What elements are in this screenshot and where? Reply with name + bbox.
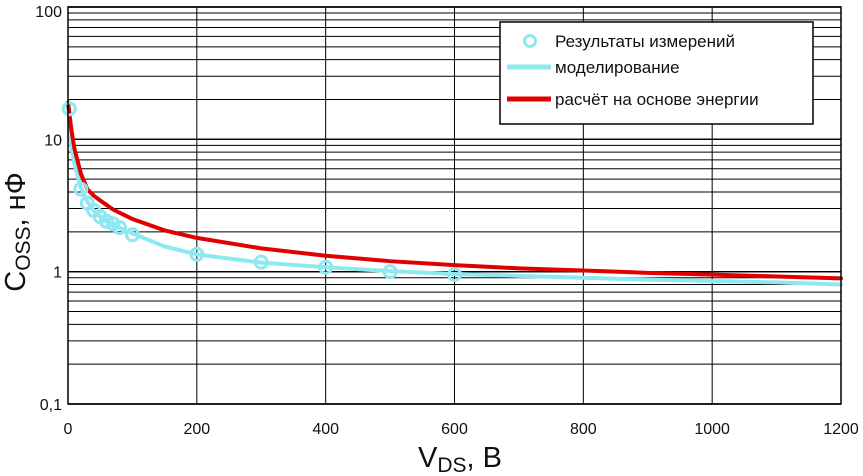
x-tick-label: 0: [64, 421, 73, 438]
y-axis-title: COSS, нФ: [0, 172, 35, 292]
plot-border: [67, 6, 842, 405]
series-layer: [61, 100, 843, 287]
data-point: [112, 220, 128, 236]
x-tick-label: 1200: [823, 421, 859, 438]
legend-box: [499, 21, 814, 125]
x-axis-title: VDS, В: [418, 442, 502, 476]
y-tick-label: 0,1: [40, 397, 62, 414]
plot-frame: [67, 6, 842, 405]
x-tick-label: 200: [183, 421, 210, 438]
x-tick-label: 800: [570, 421, 597, 438]
data-point: [73, 181, 89, 197]
x-axis-title-main: V: [418, 442, 438, 474]
y-axis-title-sub: OSS: [12, 226, 35, 270]
x-tick-label: 600: [441, 421, 468, 438]
data-point: [253, 254, 269, 270]
data-point: [189, 246, 205, 262]
data-point: [447, 267, 462, 283]
series-line-2: [66, 100, 843, 281]
legend-marker-measured: [523, 34, 537, 48]
x-axis-title-unit: , В: [467, 442, 502, 474]
data-point: [61, 101, 77, 117]
data-point: [318, 259, 334, 275]
y-tick-label: 10: [44, 132, 62, 149]
x-axis-title-sub: DS: [437, 454, 466, 476]
legend: Результаты измерений моделирование расчё…: [499, 21, 814, 125]
legend-label-model: моделирование: [555, 58, 680, 77]
x-tick-label: 1000: [694, 421, 730, 438]
y-axis-title-unit: , нФ: [0, 172, 32, 226]
legend-label-measured: Результаты измерений: [555, 32, 735, 51]
y-tick-label: 1: [53, 265, 62, 282]
y-axis-title-main: C: [0, 271, 32, 292]
x-tick-label: 400: [312, 421, 339, 438]
legend-label-energy: расчёт на основе энергии: [555, 90, 759, 109]
data-point: [382, 264, 398, 280]
tick-labels: 0 200 400 600 800 1000 1200 0,1 1 10 100: [35, 4, 859, 438]
series-line-1: [66, 103, 843, 287]
data-point: [124, 227, 140, 243]
y-tick-label: 100: [35, 4, 62, 21]
